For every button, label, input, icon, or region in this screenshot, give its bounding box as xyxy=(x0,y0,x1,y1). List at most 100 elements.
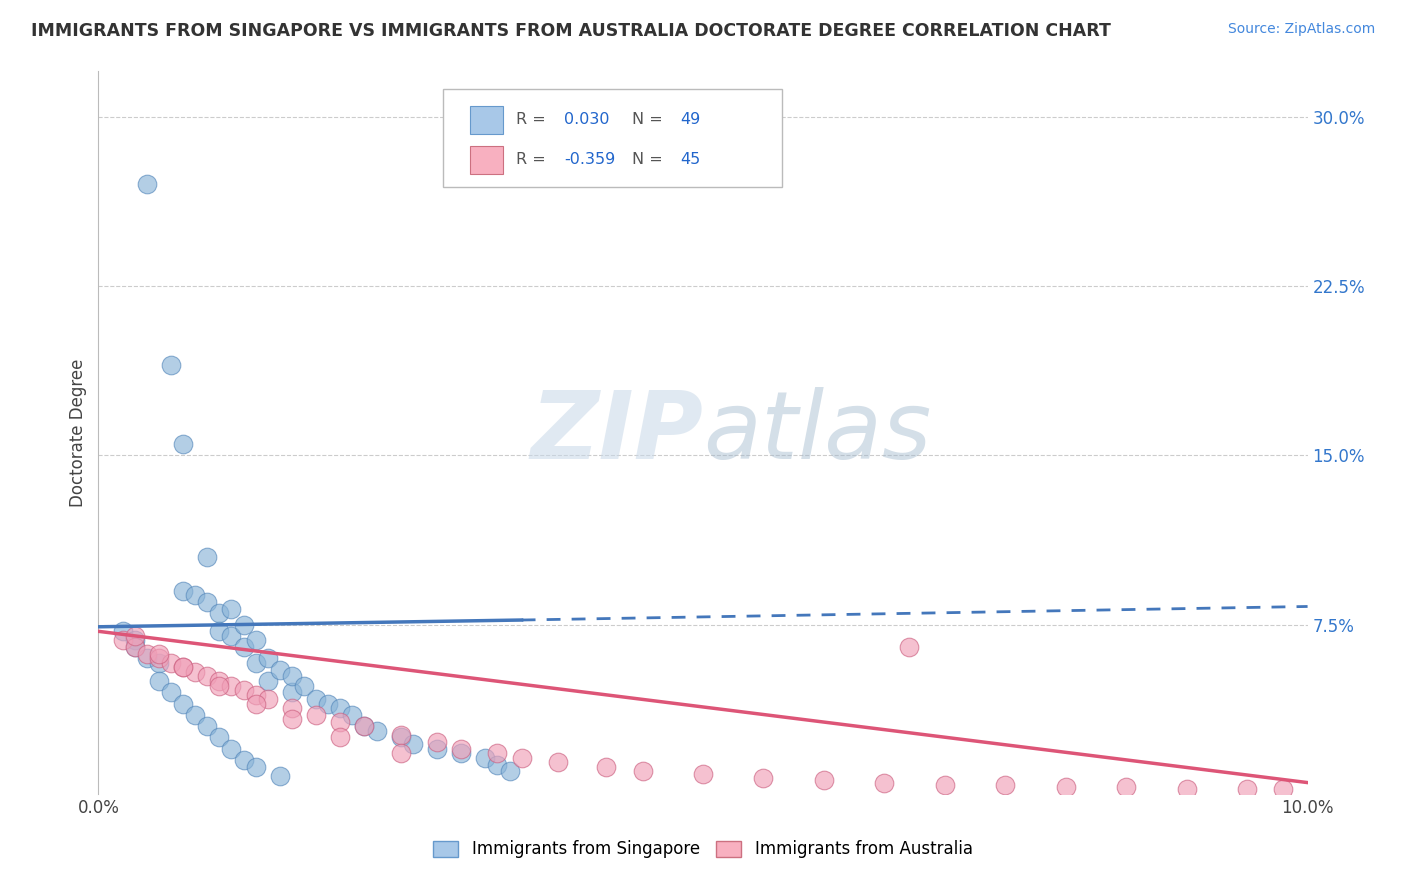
Point xyxy=(631,764,654,779)
Point xyxy=(221,629,243,643)
Point xyxy=(813,773,835,788)
Point xyxy=(281,701,304,715)
Text: 45: 45 xyxy=(681,153,700,168)
Point xyxy=(353,719,375,733)
Point xyxy=(256,673,278,688)
Point xyxy=(172,437,194,451)
Point xyxy=(934,778,956,792)
Point xyxy=(148,656,170,670)
Point xyxy=(148,651,170,665)
Point xyxy=(208,624,231,639)
Point xyxy=(269,769,291,783)
Point xyxy=(389,728,412,742)
Point xyxy=(486,757,509,772)
Point xyxy=(994,778,1017,792)
Point xyxy=(124,633,146,648)
Point xyxy=(752,771,775,785)
Point xyxy=(195,595,218,609)
Point xyxy=(160,685,183,699)
Point xyxy=(474,751,496,765)
FancyBboxPatch shape xyxy=(443,89,782,187)
Point xyxy=(486,746,509,760)
Text: ZIP: ZIP xyxy=(530,386,703,479)
Point xyxy=(329,701,352,715)
Point xyxy=(389,746,412,760)
Point xyxy=(195,719,218,733)
Point xyxy=(547,756,569,770)
Bar xyxy=(470,146,503,174)
Text: IMMIGRANTS FROM SINGAPORE VS IMMIGRANTS FROM AUSTRALIA DOCTORATE DEGREE CORRELAT: IMMIGRANTS FROM SINGAPORE VS IMMIGRANTS … xyxy=(31,22,1111,40)
Point xyxy=(292,678,315,692)
Point xyxy=(1272,782,1295,797)
Text: Source: ZipAtlas.com: Source: ZipAtlas.com xyxy=(1227,22,1375,37)
Point xyxy=(135,178,157,192)
Text: -0.359: -0.359 xyxy=(564,153,616,168)
Point xyxy=(124,640,146,654)
Point xyxy=(124,640,146,654)
Point xyxy=(195,549,218,564)
Point xyxy=(184,707,207,722)
Point xyxy=(1175,782,1198,797)
Point xyxy=(221,601,243,615)
Point xyxy=(402,737,425,751)
Point xyxy=(305,692,328,706)
Point xyxy=(426,735,449,749)
Point xyxy=(148,647,170,661)
Point xyxy=(281,669,304,683)
Point xyxy=(172,660,194,674)
Y-axis label: Doctorate Degree: Doctorate Degree xyxy=(69,359,87,507)
Text: N =: N = xyxy=(631,153,668,168)
Point xyxy=(172,660,194,674)
Point xyxy=(389,731,412,745)
Point xyxy=(897,640,920,654)
Point xyxy=(172,697,194,711)
Point xyxy=(232,753,254,767)
Point xyxy=(135,651,157,665)
Point xyxy=(221,678,243,692)
Point xyxy=(342,707,364,722)
Bar xyxy=(470,106,503,134)
Point xyxy=(172,583,194,598)
Point xyxy=(208,607,231,621)
Point xyxy=(281,712,304,726)
Text: 49: 49 xyxy=(681,112,700,128)
Point xyxy=(1115,780,1137,794)
Point xyxy=(124,629,146,643)
Point xyxy=(232,683,254,698)
Text: N =: N = xyxy=(631,112,668,128)
Point xyxy=(208,731,231,745)
Point xyxy=(245,656,267,670)
Point xyxy=(195,669,218,683)
Point xyxy=(184,588,207,602)
Point xyxy=(208,673,231,688)
Point xyxy=(245,633,267,648)
Point xyxy=(498,764,520,779)
Point xyxy=(245,760,267,774)
Point xyxy=(208,678,231,692)
Point xyxy=(111,633,134,648)
Point xyxy=(111,624,134,639)
Point xyxy=(595,760,617,774)
Text: R =: R = xyxy=(516,112,551,128)
Point xyxy=(232,640,254,654)
Point xyxy=(305,707,328,722)
Point xyxy=(450,741,472,756)
Point xyxy=(353,719,375,733)
Text: R =: R = xyxy=(516,153,551,168)
Text: atlas: atlas xyxy=(703,387,931,478)
Point xyxy=(160,358,183,372)
Point xyxy=(1236,782,1258,797)
Point xyxy=(450,746,472,760)
Point xyxy=(426,741,449,756)
Point xyxy=(366,723,388,738)
Point xyxy=(184,665,207,679)
Point xyxy=(135,647,157,661)
Point xyxy=(221,741,243,756)
Point xyxy=(316,697,339,711)
Point xyxy=(148,673,170,688)
Point xyxy=(245,688,267,702)
Point xyxy=(1054,780,1077,794)
Point xyxy=(256,651,278,665)
Point xyxy=(281,685,304,699)
Point xyxy=(510,751,533,765)
